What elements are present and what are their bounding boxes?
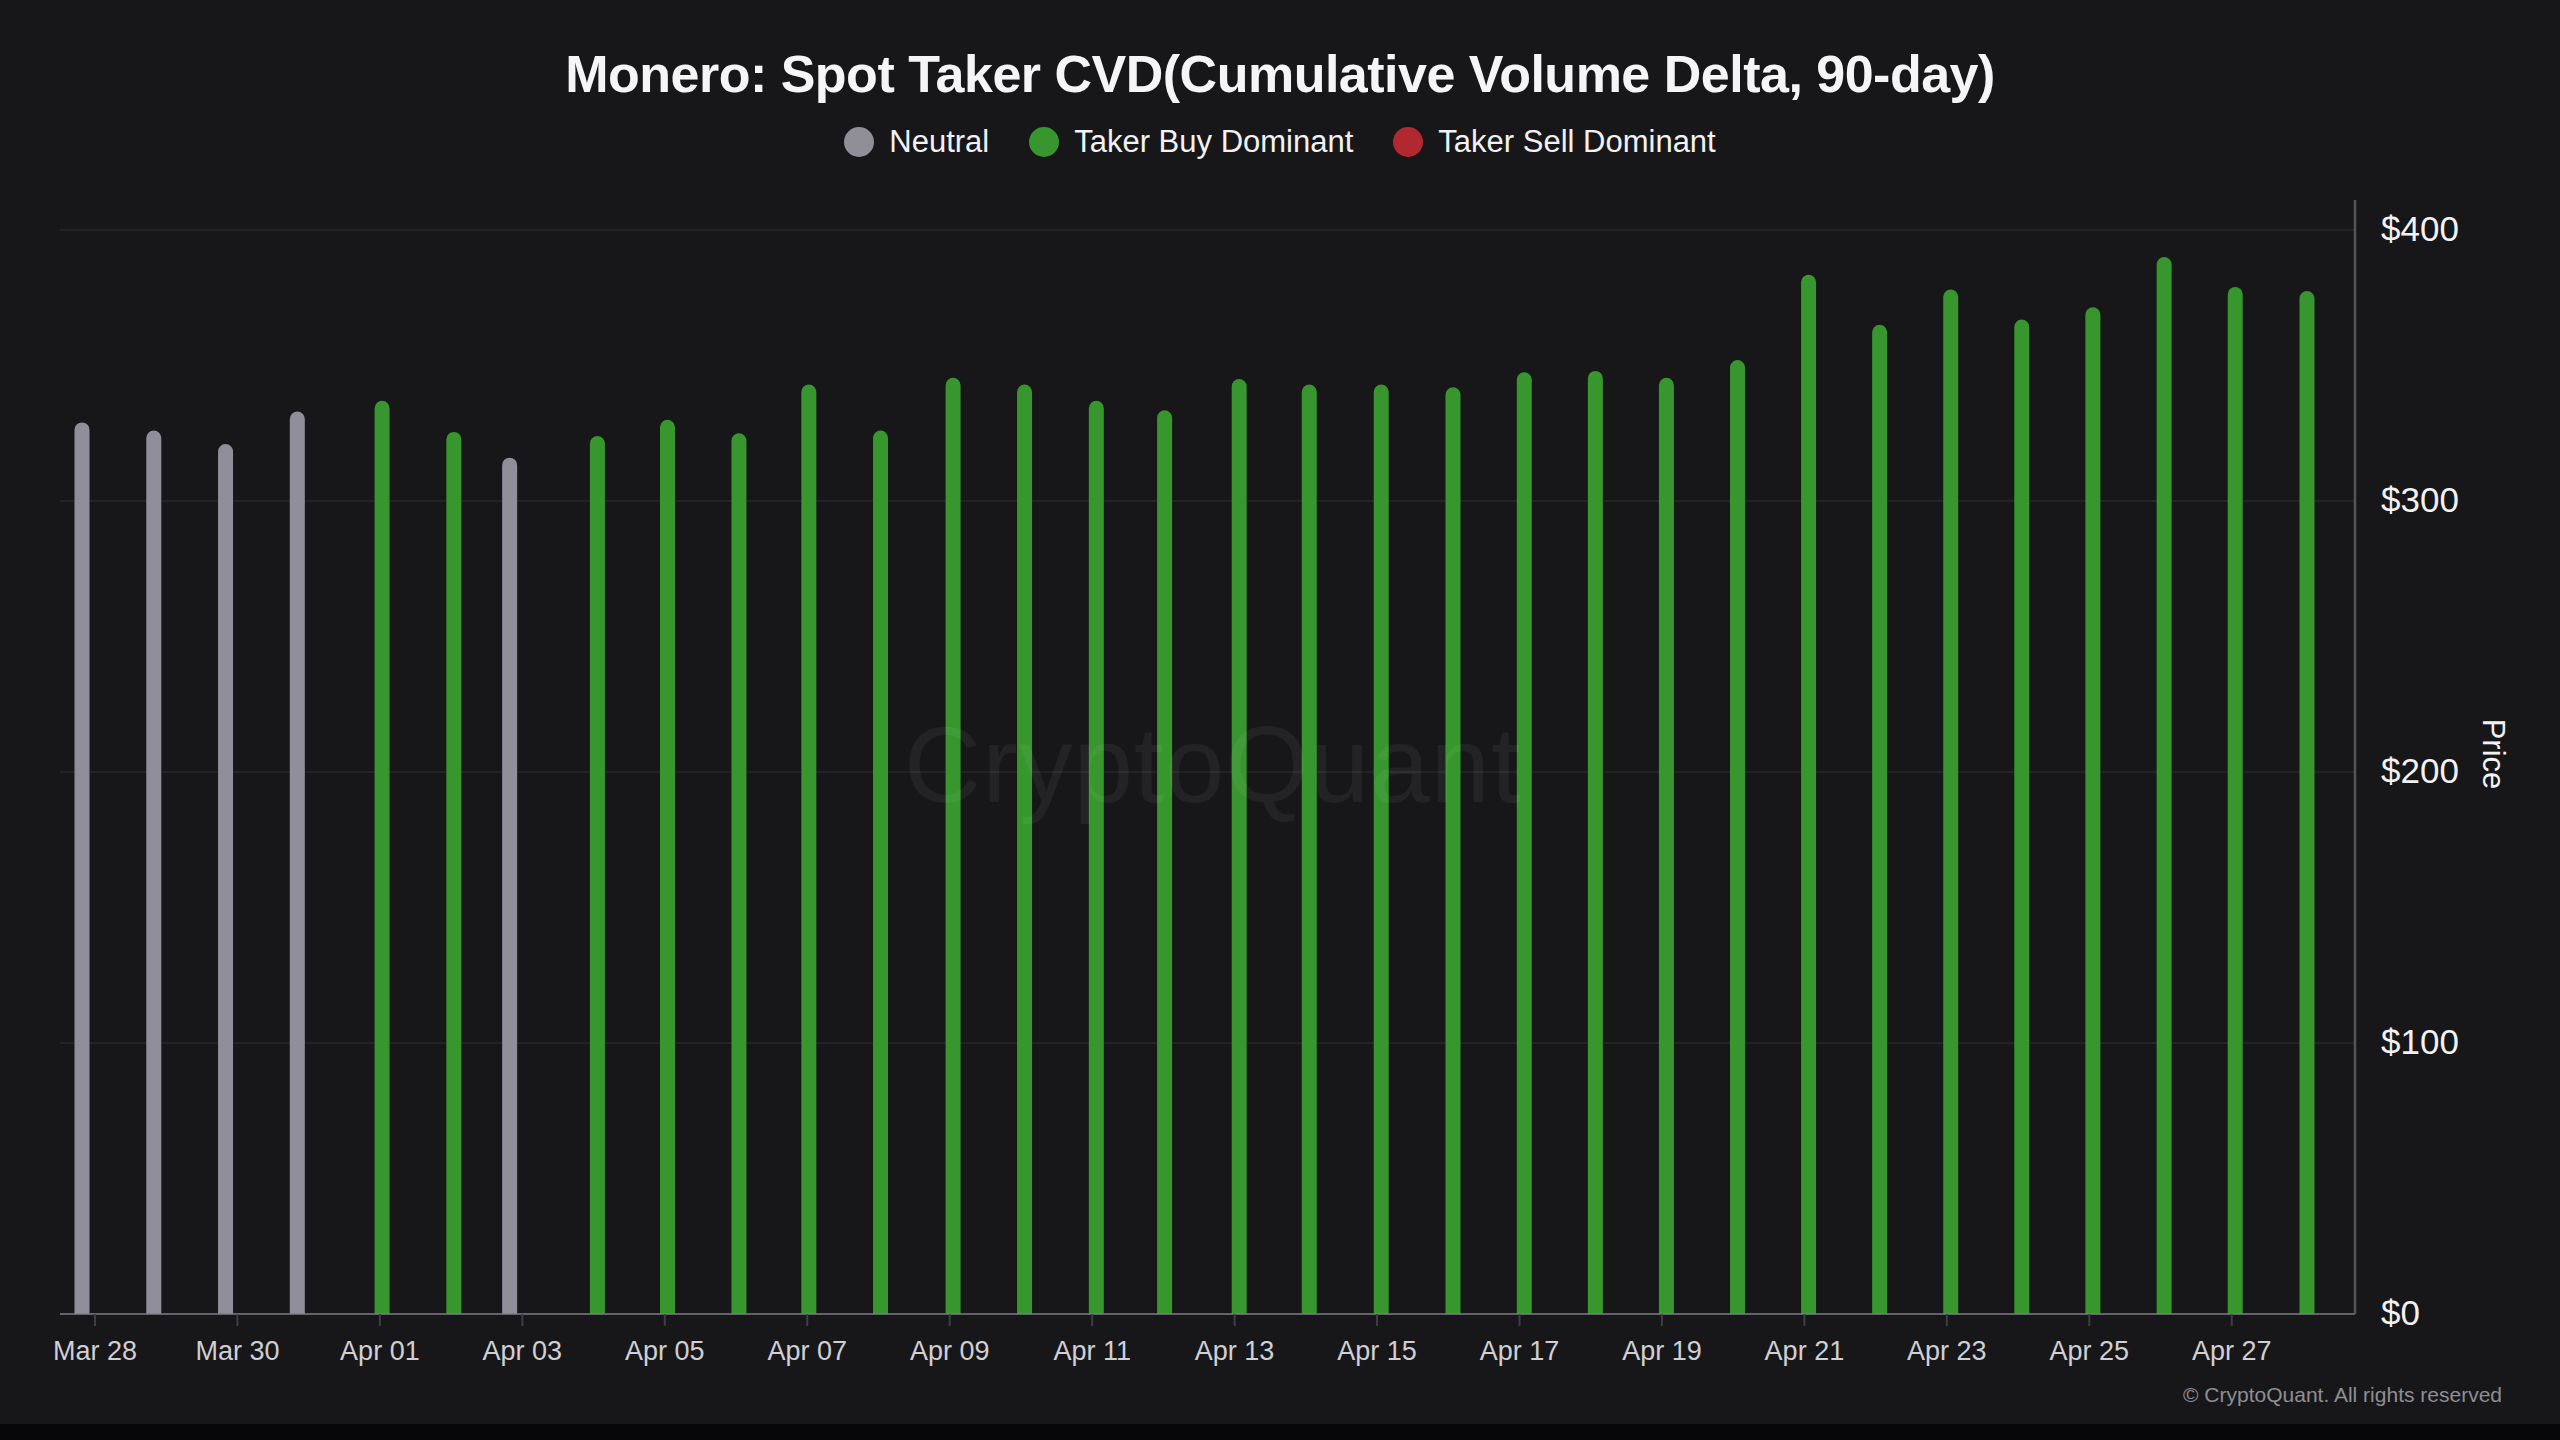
x-tick-label: Apr 07 xyxy=(767,1336,847,1366)
bar-Apr 13[interactable] xyxy=(1232,379,1247,1314)
bar-Apr 25[interactable] xyxy=(2085,307,2100,1314)
bar-Apr 10[interactable] xyxy=(1017,384,1032,1314)
x-tick-label: Apr 21 xyxy=(1765,1336,1845,1366)
bar-Mar 30[interactable] xyxy=(218,444,233,1314)
x-tick-label: Apr 15 xyxy=(1337,1336,1417,1366)
bar-Apr 03[interactable] xyxy=(502,458,517,1314)
bar-Apr 14[interactable] xyxy=(1302,384,1317,1314)
x-tick-label: Mar 28 xyxy=(53,1336,137,1366)
y-tick-label: $0 xyxy=(2381,1293,2420,1332)
x-tick-label: Apr 25 xyxy=(2050,1336,2130,1366)
bar-Apr 05[interactable] xyxy=(660,420,675,1314)
x-tick-label: Apr 11 xyxy=(1053,1336,1131,1366)
bar-Mar 29[interactable] xyxy=(146,431,161,1314)
bar-Apr 18[interactable] xyxy=(1588,371,1603,1314)
y-tick-label: $200 xyxy=(2381,751,2459,790)
x-tick-label: Apr 17 xyxy=(1480,1336,1560,1366)
bar-Apr 15[interactable] xyxy=(1374,384,1389,1314)
bar-Apr 24[interactable] xyxy=(2014,319,2029,1314)
watermark: CryptoQuant xyxy=(904,712,1522,819)
bar-Apr 11[interactable] xyxy=(1089,401,1104,1314)
bar-Apr 19[interactable] xyxy=(1659,378,1674,1314)
bar-Apr 17[interactable] xyxy=(1517,372,1532,1314)
x-tick-label: Apr 01 xyxy=(340,1336,420,1366)
bar-Apr 23[interactable] xyxy=(1943,290,1958,1314)
bar-Apr 20[interactable] xyxy=(1730,360,1745,1314)
bar-Apr 16[interactable] xyxy=(1446,387,1461,1314)
x-tick-label: Apr 13 xyxy=(1195,1336,1275,1366)
bar-Apr 02[interactable] xyxy=(446,432,461,1314)
x-tick-label: Mar 30 xyxy=(195,1336,279,1366)
bar-Apr 07[interactable] xyxy=(801,384,816,1314)
bar-Apr 21[interactable] xyxy=(1801,275,1816,1314)
bar-Apr 04[interactable] xyxy=(590,436,605,1314)
bar-Apr 01[interactable] xyxy=(375,401,390,1314)
bar-Apr 12[interactable] xyxy=(1157,410,1172,1314)
bar-Apr 08[interactable] xyxy=(873,431,888,1314)
x-tick-label: Apr 27 xyxy=(2192,1336,2272,1366)
bar-Apr 06[interactable] xyxy=(731,433,746,1314)
bar-Apr 27[interactable] xyxy=(2228,287,2243,1314)
x-tick-label: Apr 23 xyxy=(1907,1336,1987,1366)
x-tick-label: Apr 19 xyxy=(1622,1336,1702,1366)
bar-Apr 28[interactable] xyxy=(2299,291,2314,1314)
x-tick-label: Apr 03 xyxy=(483,1336,563,1366)
copyright: © CryptoQuant. All rights reserved xyxy=(2183,1383,2502,1407)
x-tick-label: Apr 05 xyxy=(625,1336,705,1366)
chart-page: Monero: Spot Taker CVD(Cumulative Volume… xyxy=(0,0,2560,1440)
y-tick-label: $100 xyxy=(2381,1022,2459,1061)
bar-Apr 22[interactable] xyxy=(1872,325,1887,1314)
bar-Mar 31[interactable] xyxy=(290,412,305,1314)
y-axis-title: Price xyxy=(2476,719,2511,790)
bar-Mar 28[interactable] xyxy=(75,422,90,1314)
bar-Apr 09[interactable] xyxy=(946,378,961,1314)
y-tick-label: $400 xyxy=(2381,209,2459,248)
y-tick-label: $300 xyxy=(2381,480,2459,519)
bottom-strip xyxy=(0,1424,2560,1440)
x-tick-label: Apr 09 xyxy=(910,1336,990,1366)
bar-Apr 26[interactable] xyxy=(2157,257,2172,1314)
